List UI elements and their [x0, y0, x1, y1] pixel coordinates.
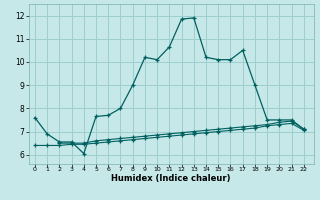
X-axis label: Humidex (Indice chaleur): Humidex (Indice chaleur) [111, 174, 231, 183]
